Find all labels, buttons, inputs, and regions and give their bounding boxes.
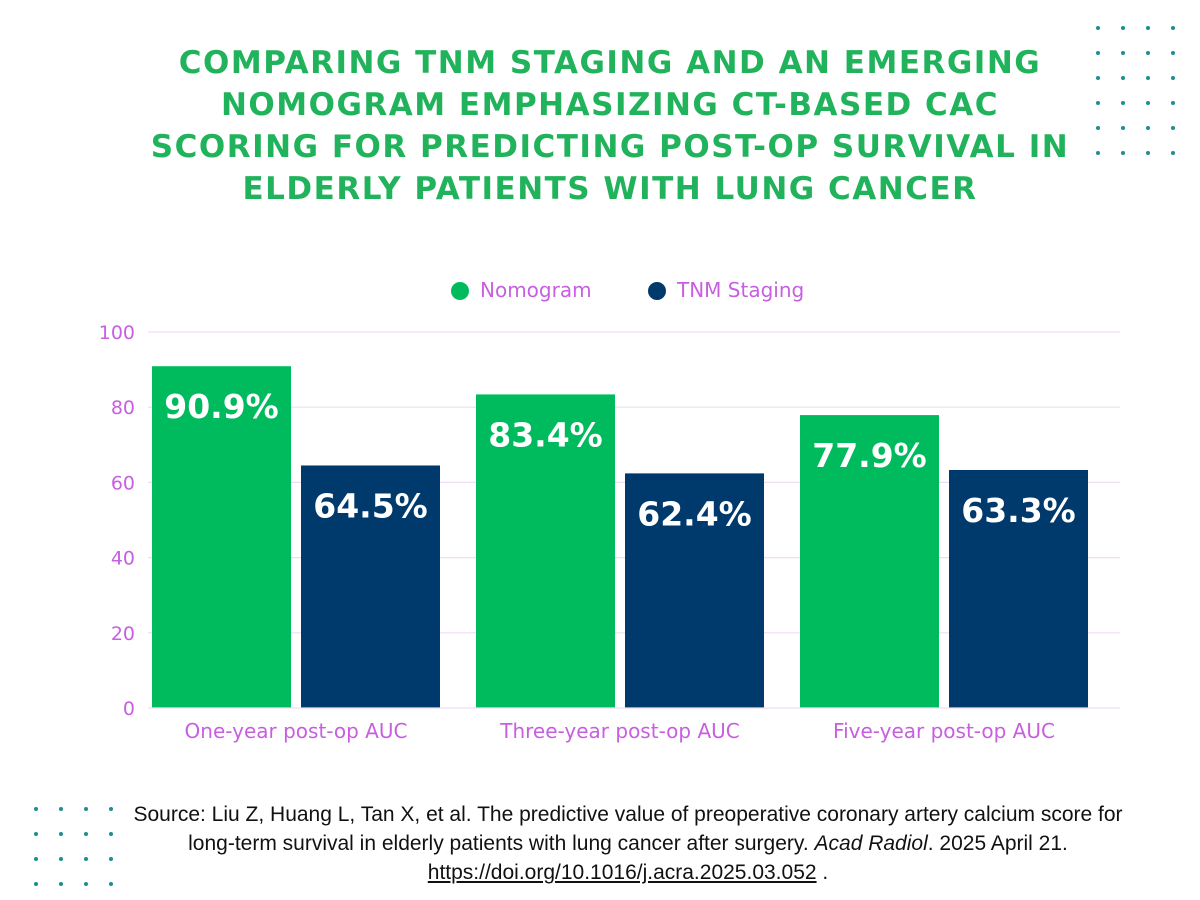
legend-label-tnm: TNM Staging bbox=[676, 278, 804, 302]
legend-marker-nomogram bbox=[451, 282, 469, 300]
decorative-dots-top-right bbox=[1096, 26, 1175, 155]
bar-nomogram-3 bbox=[800, 415, 939, 708]
source-suffix: . bbox=[816, 861, 829, 884]
chart-title: COMPARING TNM STAGING AND AN EMERGING NO… bbox=[150, 45, 1070, 207]
y-tick-label-40: 40 bbox=[111, 548, 135, 570]
source-text: Source: Liu Z, Huang L, Tan X, et al. Th… bbox=[133, 803, 1123, 855]
decorative-dots-bottom-left bbox=[34, 807, 113, 886]
data-label-tnm-3: 63.3% bbox=[961, 491, 1076, 530]
data-label-nomogram-2: 83.4% bbox=[488, 415, 603, 454]
bar-tnm-3 bbox=[949, 469, 1088, 708]
bar-tnm-1 bbox=[301, 465, 440, 708]
data-label-nomogram-3: 77.9% bbox=[812, 436, 927, 475]
bar-nomogram-2 bbox=[476, 394, 615, 708]
bar-tnm-2 bbox=[625, 473, 764, 708]
data-label-tnm-2: 62.4% bbox=[637, 494, 752, 533]
x-category-label-3: Five-year post-op AUC bbox=[833, 719, 1055, 743]
y-tick-label-20: 20 bbox=[111, 623, 135, 645]
y-tick-label-60: 60 bbox=[111, 472, 135, 494]
source-date: . 2025 April 21. bbox=[927, 832, 1068, 855]
y-tick-label-0: 0 bbox=[123, 698, 135, 720]
y-tick-label-100: 100 bbox=[99, 322, 135, 344]
data-label-nomogram-1: 90.9% bbox=[164, 387, 279, 426]
x-category-label-1: One-year post-op AUC bbox=[185, 719, 408, 743]
source-journal: Acad Radiol bbox=[814, 832, 928, 855]
source-citation: Source: Liu Z, Huang L, Tan X, et al. Th… bbox=[118, 800, 1138, 887]
legend-label-nomogram: Nomogram bbox=[480, 278, 592, 302]
x-category-label-2: Three-year post-op AUC bbox=[499, 719, 739, 743]
bar-nomogram-1 bbox=[152, 366, 291, 708]
legend-marker-tnm bbox=[648, 282, 666, 300]
data-label-tnm-1: 64.5% bbox=[313, 486, 428, 525]
bar-chart: 0 20 40 60 80 100 90.9% 64.5% One-year post-op A… bbox=[99, 278, 1120, 743]
source-doi-link[interactable]: https://doi.org/10.1016/j.acra.2025.03.0… bbox=[427, 861, 817, 884]
y-tick-label-80: 80 bbox=[111, 397, 135, 419]
